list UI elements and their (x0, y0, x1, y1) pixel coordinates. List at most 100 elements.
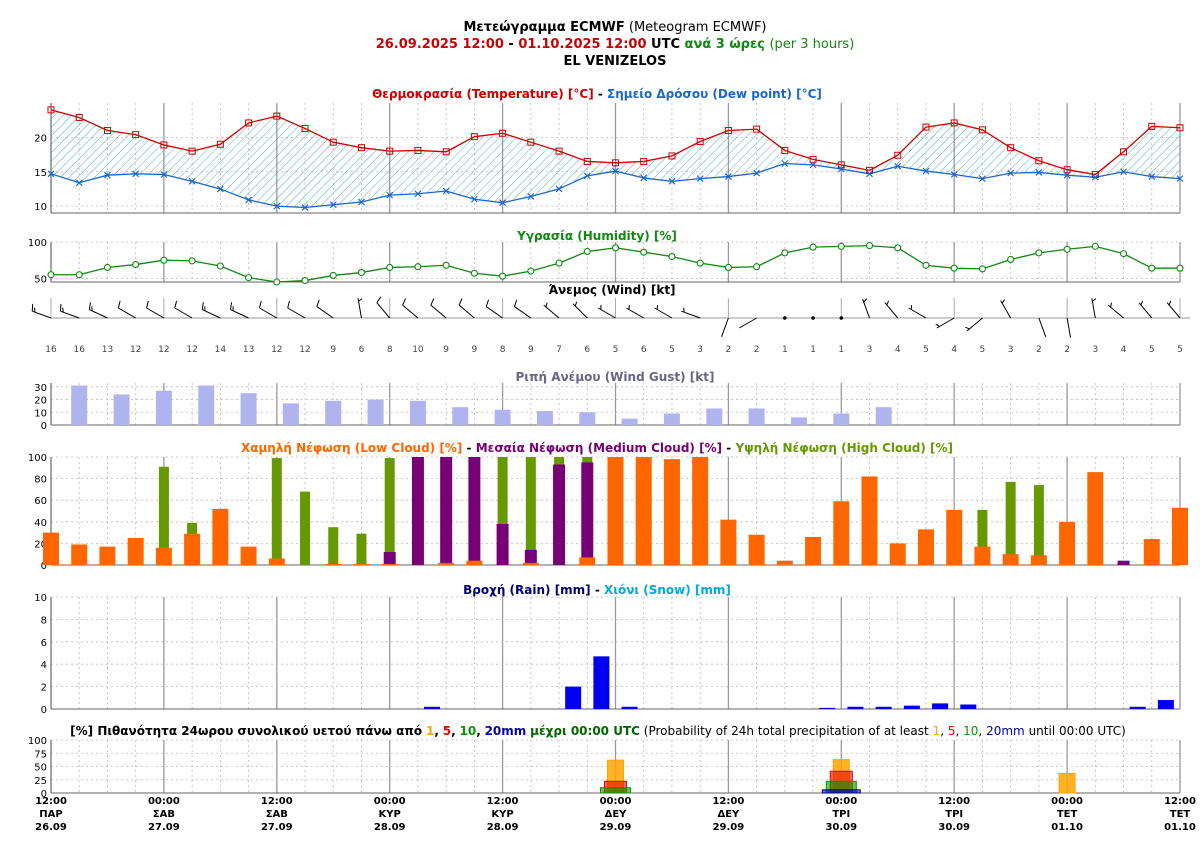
gust-bar (663, 413, 680, 425)
temperature-point (668, 152, 676, 160)
wind-barb-staff (32, 310, 52, 319)
humidity-point (75, 271, 83, 279)
gust-bar (452, 407, 469, 425)
probability-ytick-label: 50 (34, 763, 47, 774)
temperature-point (329, 138, 337, 146)
prob-title-el-comma-3: , (476, 724, 481, 738)
wind-speed-label: 2 (754, 345, 760, 355)
high-cloud-bar (158, 466, 169, 565)
wind-barb (626, 305, 644, 319)
rain-bar (593, 656, 610, 709)
dewpoint-point (781, 160, 789, 167)
temperature-point (103, 127, 111, 134)
wind-barb-staff (1166, 302, 1181, 319)
wind-barb-staff (316, 306, 334, 319)
wind-speed-label: 9 (528, 345, 534, 355)
humidity-point (809, 243, 817, 251)
wind-barb (31, 303, 52, 319)
medium-cloud-bar (468, 457, 481, 565)
wind-barb-staff (884, 302, 899, 319)
wind-barb (146, 300, 165, 319)
low-cloud-bar (155, 547, 172, 565)
humidity-point (188, 257, 196, 265)
wind-speed-label: 5 (980, 345, 986, 355)
high-cloud-bar (384, 458, 395, 565)
low-cloud-bar (43, 532, 59, 565)
x-tick-date: 30.09 (938, 822, 970, 833)
wind-barb-tick (201, 302, 204, 310)
temperature-point (978, 126, 986, 134)
dewpoint-point (1091, 173, 1099, 181)
rain-bar (903, 705, 920, 709)
temperature-point (640, 157, 648, 165)
precipitation-ytick-label: 0 (41, 705, 47, 716)
wind-barb-staff (402, 304, 419, 319)
x-tick-day: ΔΕΥ (605, 809, 628, 820)
low-cloud-bar (522, 562, 539, 565)
cloud-ytick-label: 0 (41, 561, 47, 572)
x-tick-day: ΤΕΤ (1057, 809, 1078, 820)
x-tick-day: ΠΑΡ (39, 809, 62, 820)
wind-barb-staff (89, 309, 108, 319)
wind-barb-tick (34, 307, 36, 313)
dewpoint-point (922, 167, 930, 175)
wind-barb-staff (430, 304, 447, 319)
wind-barb-tick (1168, 300, 1172, 306)
wind-speed-label: 6 (584, 345, 590, 355)
x-tick-time: 00:00 (1051, 796, 1083, 807)
wind-barb (229, 302, 249, 319)
x-tick-date: 27.09 (148, 822, 180, 833)
temperature-point (1120, 148, 1128, 156)
medium-cloud-bar (496, 523, 509, 565)
dewpoint-point (866, 170, 873, 178)
dewpoint-point (950, 171, 958, 178)
wind-barb (543, 302, 560, 319)
wind-barb-tick (31, 303, 34, 312)
gust-bar (579, 412, 596, 425)
prob-title-en: (Probability of 24h total precipitation … (644, 724, 929, 738)
dewpoint-point (753, 169, 761, 177)
low-cloud-bar (212, 508, 229, 565)
x-tick-time: 00:00 (600, 796, 632, 807)
wind-speed-label: 3 (1092, 345, 1098, 355)
gust-bar (71, 385, 88, 425)
temperature-ytick-label: 20 (34, 133, 47, 144)
high-cloud-bar (356, 533, 367, 565)
wind-barb-staff (287, 307, 306, 319)
dewpoint-point (414, 190, 422, 198)
wind-barb-staff (202, 309, 221, 319)
humidity-point (865, 242, 874, 250)
dewpoint-point (668, 177, 676, 185)
wind-barb (1091, 298, 1097, 319)
rain-bar (424, 706, 441, 709)
wind-barb-tick (117, 300, 121, 309)
temperature-point (499, 129, 507, 137)
wind-barb-tick (1092, 298, 1097, 302)
humidity-point (1091, 242, 1099, 250)
humidity-point (1176, 264, 1184, 272)
humidity-point (1035, 249, 1043, 257)
humidity-panel-title: Υγρασία (Humidity) [%] (516, 229, 677, 243)
medium-cloud-title: Μεσαία Νέφωση (Medium Cloud) [%] (476, 441, 722, 455)
dewpoint-point (470, 195, 478, 203)
temperature-point (950, 119, 958, 127)
humidity-point (103, 263, 111, 272)
probability-ytick-label: 75 (34, 749, 47, 760)
dewpoint-point (612, 167, 619, 175)
cloud-ytick-label: 60 (34, 496, 47, 507)
wind-barb-tick (62, 307, 64, 313)
wind-barb (287, 300, 306, 319)
rain-bar (875, 706, 892, 709)
wind-speed-label: 7 (556, 345, 562, 355)
wind-barb (117, 300, 136, 319)
wind-speed-label: 8 (387, 345, 393, 355)
wind-barb-staff (739, 317, 757, 329)
wind-barb-staff (1107, 304, 1124, 319)
dewpoint-point (527, 193, 535, 200)
prob-title-el-20: 20mm (485, 724, 527, 738)
x-tick-day: ΣΑΒ (153, 809, 175, 820)
wind-barb-tick (545, 302, 548, 308)
chart-title-en: (Meteogram ECMWF) (629, 20, 767, 35)
humidity-point (357, 268, 366, 277)
